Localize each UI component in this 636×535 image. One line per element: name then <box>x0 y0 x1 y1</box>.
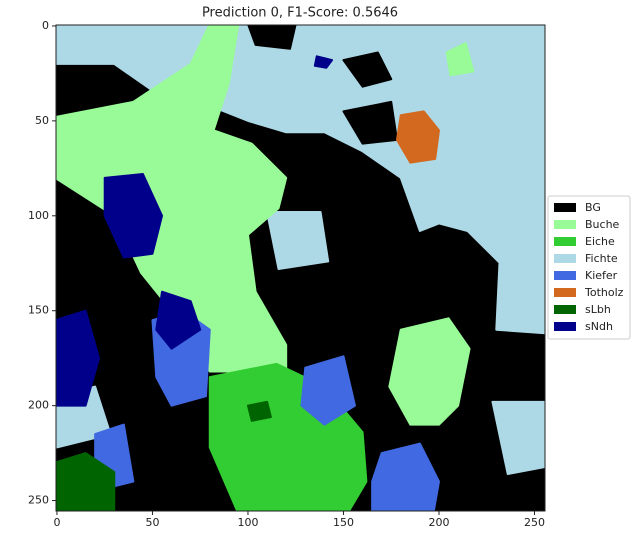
legend-label: Eiche <box>585 235 615 248</box>
segment-region <box>267 212 328 269</box>
y-tick-label: 250 <box>28 494 49 507</box>
y-tick-label: 0 <box>42 19 49 32</box>
segment-region <box>248 24 296 49</box>
y-tick-label: 200 <box>28 399 49 412</box>
legend-label: BG <box>585 201 601 214</box>
segment-region <box>248 402 271 421</box>
legend-swatch <box>554 254 576 263</box>
legend-label: Buche <box>585 218 620 231</box>
legend-label: Totholz <box>584 286 624 299</box>
x-tick-label: 0 <box>53 516 60 529</box>
x-tick-label: 50 <box>145 516 159 529</box>
legend-swatch <box>554 237 576 246</box>
legend-swatch <box>554 203 576 212</box>
legend-swatch <box>554 220 576 229</box>
x-tick-label: 250 <box>524 516 545 529</box>
segment-region <box>496 250 548 334</box>
legend-swatch <box>554 288 576 297</box>
chart-title: Prediction 0, F1-Score: 0.5646 <box>202 6 398 21</box>
segmentation-image <box>55 24 548 514</box>
y-tick-label: 150 <box>28 304 49 317</box>
legend-swatch <box>554 305 576 314</box>
legend-label: sLbh <box>585 303 611 316</box>
legend-swatch <box>554 271 576 280</box>
legend-label: Kiefer <box>585 269 618 282</box>
x-tick-label: 200 <box>428 516 449 529</box>
legend-label: sNdh <box>585 320 613 333</box>
x-tick-label: 150 <box>333 516 354 529</box>
y-tick-label: 100 <box>28 209 49 222</box>
legend-label: Fichte <box>585 252 618 265</box>
y-tick-label: 50 <box>35 114 49 127</box>
chart: Prediction 0, F1-Score: 0.5646 0 50 100 150… <box>0 0 636 535</box>
x-tick-label: 100 <box>237 516 258 529</box>
legend-swatch <box>554 322 576 331</box>
